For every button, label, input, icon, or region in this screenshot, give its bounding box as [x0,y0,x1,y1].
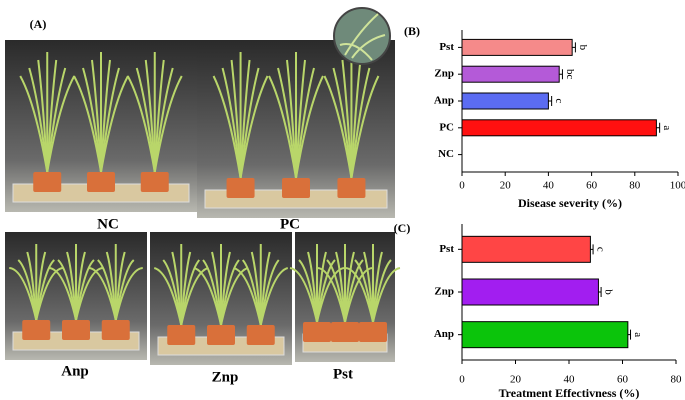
y-tick-label: Znp [434,286,454,298]
bar [461,321,629,349]
pot [62,320,90,340]
photo-label: NC [97,216,119,232]
error-bar [656,122,661,133]
x-tick-label: 20 [510,374,522,386]
x-tick-label: 80 [629,180,641,192]
photo-label: Anp [61,363,89,379]
leaf [114,267,143,321]
data-label: b [577,45,589,51]
leaf [75,267,104,321]
leaf [220,267,249,326]
leaf [35,267,64,321]
panel-label: (B) [404,24,420,38]
pot [246,325,275,345]
pot [207,325,235,345]
leaf [46,75,76,173]
pot [87,172,115,192]
y-tick-label: Anp [434,328,454,340]
leaf [344,267,373,323]
bar [461,92,549,110]
error-bar [572,42,576,53]
error-bar [559,69,563,80]
bar [461,38,573,56]
panel-label: (C) [394,221,411,235]
data-label: c [595,247,607,252]
pot [331,322,359,342]
x-tick-label: 20 [500,180,512,192]
photo-label: PC [280,216,300,232]
x-tick-label: 80 [671,374,683,386]
pot [33,172,62,192]
y-tick-label: Pst [439,243,454,255]
pot [101,320,130,340]
bar [461,119,657,137]
leaf [259,267,289,326]
y-tick-label: Pst [439,41,454,53]
bar [461,278,599,306]
error-bar [590,244,594,255]
photo-label: Znp [212,369,239,385]
x-tick-label: 0 [459,374,465,386]
pot [226,178,255,198]
bar [461,65,560,83]
data-label: a [632,332,644,337]
data-label: a [661,125,673,130]
leaf [316,267,345,323]
x-tick-label: 60 [617,374,629,386]
bar [461,235,591,263]
pot [359,322,387,342]
pot [140,172,169,192]
y-tick-label: PC [439,121,454,133]
x-axis-label: Disease severity (%) [518,196,622,210]
leaf [295,75,324,179]
data-label: c [553,99,565,104]
y-tick-label: Znp [434,68,454,80]
data-label: bc [564,69,576,80]
leaf [239,75,269,179]
error-bar [598,287,602,297]
x-tick-label: 40 [564,374,576,386]
leaf [180,267,209,326]
panel-label: (A) [30,17,47,31]
photo-label: Pst [333,366,353,382]
leaf [153,75,183,173]
error-bar [627,329,632,340]
leaf [350,75,380,179]
leaf [372,267,401,323]
leaf [100,75,129,173]
x-tick-label: 60 [586,180,598,192]
data-label: b [603,289,615,295]
pot [167,325,196,345]
pot [22,320,51,340]
pot [303,322,331,342]
pot [282,178,310,198]
photo-panel: NC PC Anp Znp Pst [5,40,401,385]
pot [337,178,366,198]
y-tick-label: Anp [434,95,454,107]
y-tick-label: NC [438,148,454,160]
x-tick-label: 40 [543,180,555,192]
inset-leaves [339,13,386,61]
error-bar [548,96,553,106]
x-tick-label: 100 [670,180,685,192]
x-tick-label: 0 [459,180,465,192]
x-axis-label: Treatment Effectivness (%) [499,386,640,400]
